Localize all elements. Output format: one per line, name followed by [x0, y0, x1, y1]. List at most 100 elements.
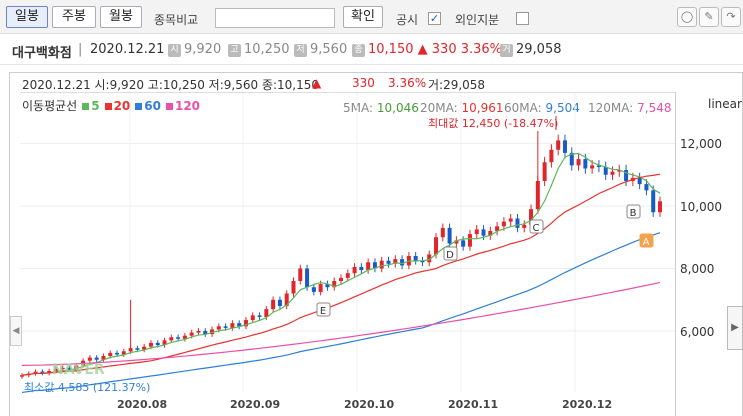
pin-icon[interactable]: ↷	[721, 7, 741, 27]
candle	[420, 260, 425, 263]
marker-label-c: C	[533, 223, 540, 234]
candle	[115, 352, 120, 355]
candle	[74, 365, 79, 370]
candle	[515, 218, 520, 228]
marker-d	[443, 246, 458, 261]
header-pct: 3.36%	[388, 76, 427, 90]
candle	[20, 375, 24, 377]
candle	[311, 287, 316, 292]
legend-5: 5	[91, 99, 100, 113]
candle	[243, 320, 248, 327]
scroll-right-button[interactable]: ▶	[727, 306, 743, 350]
disclosure-label: 공시	[396, 13, 419, 27]
x-tick-2020-08: 2020.08	[117, 398, 168, 411]
open-value: 시 9,920	[168, 42, 221, 57]
candle	[87, 357, 92, 361]
candle	[169, 337, 174, 341]
x-tick-2020-12: 2020.12	[562, 398, 613, 411]
candle	[603, 166, 608, 175]
ma-legend: 이동평균선 5 20 60 120	[22, 97, 200, 114]
low-value: 저 9,560	[294, 42, 347, 57]
x-tick-2020-11: 2020.11	[448, 398, 499, 411]
confirm-button[interactable]: 확인	[343, 6, 383, 28]
legend-120: 120	[174, 99, 201, 113]
candle	[658, 201, 662, 213]
candle	[142, 346, 147, 350]
candle	[590, 165, 595, 169]
header-change: 330	[352, 76, 375, 90]
ma5-readout: 5MA: 10,046	[343, 101, 419, 115]
candle	[454, 240, 459, 244]
foreign-checkbox[interactable]	[516, 12, 529, 25]
legend-20: 20	[113, 99, 131, 113]
candle	[210, 329, 215, 335]
candle	[345, 273, 350, 278]
candle	[101, 356, 106, 360]
legend-60: 60	[144, 99, 161, 113]
disclosure-checkbox[interactable]: ✓	[428, 12, 441, 25]
candle	[542, 162, 547, 181]
quote-date: 2020.12.21	[90, 42, 165, 57]
high-value: 고 10,250	[228, 42, 290, 57]
marker-label-a: A	[643, 237, 650, 248]
scroll-left-button[interactable]: ◀	[10, 316, 22, 346]
candle	[508, 218, 513, 222]
candle	[318, 284, 323, 292]
candle	[549, 149, 554, 163]
pencil-icon[interactable]: ✎	[699, 7, 719, 27]
ma20-line	[21, 173, 661, 376]
candle	[637, 177, 642, 185]
marker-label-e: E	[320, 306, 326, 317]
candle	[495, 226, 500, 231]
x-tick-2020-10: 2020.10	[344, 398, 395, 411]
candle	[271, 299, 276, 310]
candle	[33, 371, 38, 374]
candle	[47, 371, 52, 374]
candle	[332, 281, 337, 288]
candle	[230, 323, 235, 328]
candle	[617, 170, 622, 172]
candle	[223, 326, 228, 328]
close-value: 종 10,150 ▲ 330 3.36%	[352, 42, 502, 57]
candle	[481, 229, 486, 236]
candle	[393, 259, 398, 264]
candle	[257, 315, 262, 317]
quote-bar	[0, 35, 743, 65]
candle	[562, 140, 567, 153]
weekly-button[interactable]: 주봉	[52, 6, 96, 28]
candle	[461, 240, 466, 247]
candle	[569, 152, 574, 166]
bulb-icon[interactable]: ◯	[677, 7, 697, 27]
compare-label: 종목비교	[154, 13, 199, 27]
candle	[148, 342, 153, 347]
scale-label[interactable]: linear	[708, 97, 742, 111]
compare-input[interactable]	[215, 8, 335, 28]
x-tick-2020-09: 2020.09	[230, 398, 281, 411]
candle	[305, 268, 310, 288]
header-arrow: ▲	[312, 76, 322, 90]
daily-button[interactable]: 일봉	[6, 6, 48, 28]
marker-label-d: D	[446, 250, 454, 261]
candle	[53, 369, 58, 371]
marker-a	[639, 233, 654, 248]
header-volume: 거:29,058	[428, 78, 486, 92]
ma120-readout: 120MA: 7,548	[588, 101, 672, 115]
candle	[372, 262, 377, 269]
candle	[624, 170, 629, 181]
y-tick-10000: 10,000	[680, 200, 722, 214]
candle	[644, 184, 649, 191]
stock-name: 대구백화점	[12, 46, 72, 61]
monthly-button[interactable]: 월봉	[100, 6, 142, 28]
candle	[440, 227, 445, 238]
candle	[386, 260, 391, 264]
candle	[298, 268, 303, 281]
candle	[366, 262, 371, 271]
candle	[203, 331, 208, 335]
max-value-label: 최대값 12,450 (-18.47%)	[428, 117, 558, 130]
candle	[339, 277, 343, 281]
ma60-line	[21, 232, 661, 394]
volume-value: 거 29,058	[500, 42, 562, 57]
foreign-label: 외인지분	[455, 13, 500, 27]
marker-c	[529, 219, 544, 234]
